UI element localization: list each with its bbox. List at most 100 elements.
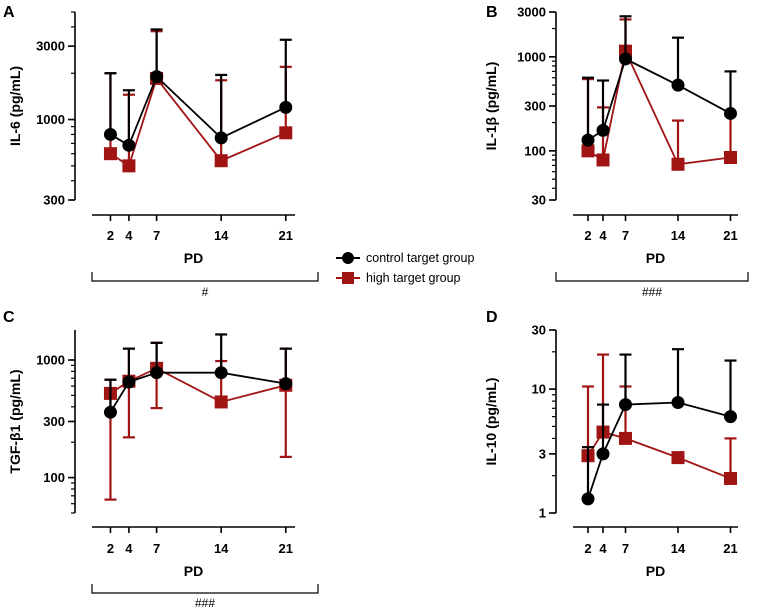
data-point <box>214 366 228 380</box>
series-high <box>581 18 737 171</box>
x-tick-label: 2 <box>584 541 591 556</box>
series-control <box>581 348 737 506</box>
significance-bracket <box>91 272 319 282</box>
x-tick-label: 14 <box>671 541 686 556</box>
x-tick-label: 4 <box>125 228 133 243</box>
panel-letter: D <box>486 309 498 326</box>
panel-a: A 300 1000 3000 IL-6 (pg/mL) 2 4 7 14 21 PD # <box>3 4 319 299</box>
panel-d: D 1 3 10 30 IL-10 (pg/mL) 2 4 7 14 21 PD <box>483 309 738 579</box>
data-point <box>103 147 117 161</box>
significance-label: # <box>202 285 209 299</box>
x-tick-label: 21 <box>723 228 737 243</box>
legend-high-marker <box>342 272 354 284</box>
series-control <box>103 333 293 419</box>
y-tick-label: 3 <box>539 446 546 461</box>
y-tick-label: 1 <box>539 506 546 521</box>
y-tick-label: 300 <box>43 414 65 429</box>
data-point <box>122 159 136 173</box>
y-tick-label: 10 <box>532 382 546 397</box>
legend-high-label: high target group <box>366 271 461 285</box>
data-point <box>279 100 293 114</box>
significance-bracket <box>555 272 749 282</box>
data-point <box>671 157 685 171</box>
data-point <box>214 154 228 168</box>
data-point <box>103 127 117 141</box>
series-high <box>581 353 737 485</box>
y-tick-label: 100 <box>524 143 546 158</box>
panel-c: C 100 300 1000 TGF-β1 (pg/mL) 2 4 7 14 21 PD ### <box>3 309 319 608</box>
y-tick-label: 1000 <box>517 49 546 64</box>
x-tick-label: 7 <box>153 228 160 243</box>
x-tick-label: 2 <box>584 228 591 243</box>
series-high <box>103 30 293 173</box>
data-point <box>724 106 737 120</box>
data-point <box>581 133 595 147</box>
data-point <box>214 395 228 409</box>
data-point <box>122 375 136 389</box>
significance-label: ### <box>195 596 215 608</box>
data-point <box>671 451 685 465</box>
panel-letter: C <box>3 309 15 326</box>
data-point <box>122 138 136 152</box>
x-tick-label: 21 <box>279 228 293 243</box>
series-line <box>109 75 287 147</box>
data-point <box>619 431 632 445</box>
series-control <box>581 15 737 147</box>
x-axis-title: PD <box>184 563 203 579</box>
y-tick-label: 3000 <box>517 5 546 20</box>
x-tick-label: 2 <box>107 228 114 243</box>
data-point <box>150 366 164 380</box>
x-axis-title: PD <box>646 563 665 579</box>
x-tick-label: 21 <box>279 541 293 556</box>
y-tick-label: 300 <box>524 99 546 114</box>
series-control <box>103 28 293 152</box>
data-point <box>214 131 228 145</box>
data-point <box>619 398 632 412</box>
legend-control-marker <box>342 252 354 264</box>
x-tick-label: 7 <box>622 541 629 556</box>
y-tick-label: 1000 <box>36 353 65 368</box>
panel-letter: A <box>3 4 15 21</box>
x-tick-label: 4 <box>599 541 607 556</box>
series-line <box>109 76 287 168</box>
x-tick-label: 2 <box>107 541 114 556</box>
data-point <box>596 447 610 461</box>
y-tick-label: 100 <box>43 470 65 485</box>
x-axis-title: PD <box>184 250 203 266</box>
series-high <box>103 341 293 501</box>
data-point <box>671 78 685 92</box>
y-axis-title: IL-1β (pg/mL) <box>483 62 499 151</box>
x-tick-label: 14 <box>214 228 229 243</box>
y-axis-title: IL-10 (pg/mL) <box>483 378 499 466</box>
x-tick-label: 7 <box>622 228 629 243</box>
legend: control target group high target group <box>336 251 474 285</box>
data-point <box>596 123 610 137</box>
data-point <box>581 144 595 158</box>
data-point <box>671 395 685 409</box>
y-tick-label: 30 <box>532 193 546 208</box>
significance-label: ### <box>642 285 662 299</box>
panel-b: B 30 100 300 1000 3000 IL-1β (pg/mL) 2 4 7 14 21 PD #… <box>483 4 749 299</box>
data-point <box>581 492 595 506</box>
y-tick-label: 3000 <box>36 39 65 54</box>
x-tick-label: 7 <box>153 541 160 556</box>
data-point <box>619 52 632 66</box>
y-tick-label: 30 <box>532 323 546 338</box>
data-point <box>150 70 164 84</box>
x-tick-label: 4 <box>125 541 133 556</box>
significance-bracket <box>91 584 319 594</box>
data-point <box>724 471 737 485</box>
x-tick-label: 4 <box>599 228 607 243</box>
x-axis-title: PD <box>646 250 665 266</box>
data-point <box>103 405 117 419</box>
data-point <box>724 150 737 164</box>
x-tick-label: 14 <box>671 228 686 243</box>
data-point <box>596 153 610 167</box>
y-axis-title: TGF-β1 (pg/mL) <box>7 369 23 473</box>
x-tick-label: 14 <box>214 541 229 556</box>
y-tick-label: 300 <box>43 193 65 208</box>
panel-letter: B <box>486 4 498 21</box>
data-point <box>279 377 293 391</box>
